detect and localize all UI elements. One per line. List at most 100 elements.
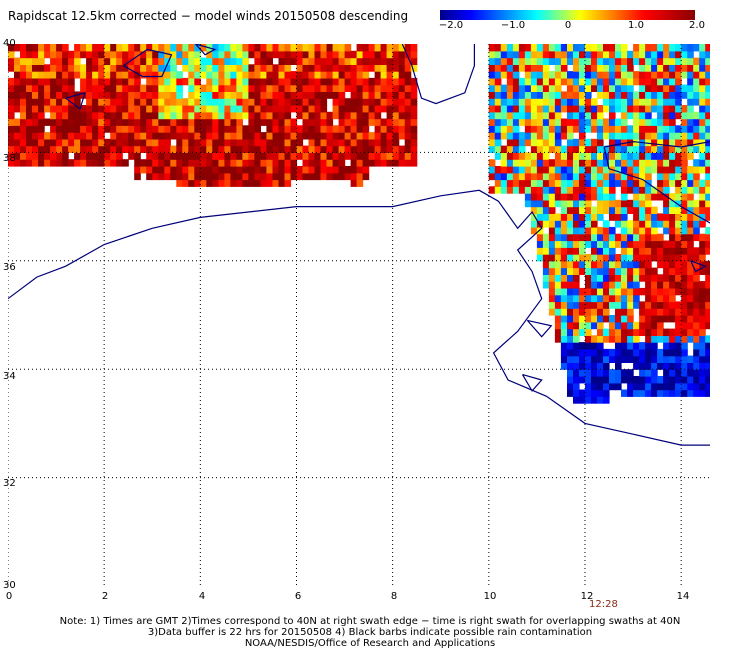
wind-cell [705,132,710,140]
wind-cell [639,91,646,99]
wind-cell [218,125,225,133]
wind-cell [645,335,652,343]
wind-cell [326,125,334,133]
wind-cell [32,77,39,86]
wind-cell [176,125,183,133]
wind-cell [633,91,640,99]
wind-cell [657,294,664,303]
wind-cell [548,132,556,140]
wind-cell [591,213,598,221]
wind-cell [693,64,700,72]
wind-cell [585,267,592,275]
wind-cell [536,159,544,167]
wind-cell [597,145,604,153]
wind-cell [585,396,592,404]
wind-cell [681,44,688,52]
wind-cell [116,145,123,153]
wind-cell [681,335,688,343]
wind-cell [530,138,538,147]
wind-cell [26,152,33,160]
wind-cell [705,91,710,99]
wind-cell [194,105,201,113]
wind-cell [260,166,267,174]
wind-cell [639,145,646,153]
wind-cell [92,98,99,106]
wind-cell [488,166,496,174]
wind-cell [609,226,616,235]
wind-cell [663,342,670,350]
y-tick-label: 38 [3,153,16,164]
wind-cell [14,77,21,86]
wind-cell [254,138,261,147]
wind-cell [128,77,135,86]
wind-cell [579,294,586,303]
wind-cell [705,355,710,363]
wind-cell [344,132,352,140]
wind-cell [152,105,159,113]
wind-cell [633,132,640,140]
wind-cell [158,98,165,106]
wind-cell [567,287,574,296]
wind-cell [350,105,358,113]
wind-cell [344,57,352,65]
wind-cell [687,105,694,113]
wind-cell [362,111,370,120]
wind-cell [80,91,87,99]
wind-cell [200,132,207,140]
wind-cell [573,226,580,235]
wind-cell [62,152,69,160]
wind-cell [8,125,15,133]
wind-cell [609,152,616,160]
wind-cell [200,152,207,160]
wind-cell [128,64,135,72]
wind-cell [603,220,610,228]
wind-cell [62,132,69,140]
wind-cell [699,260,706,269]
wind-cell [374,64,382,72]
wind-cell [657,186,664,194]
wind-cell [567,328,574,336]
wind-cell [272,138,280,147]
wind-cell [242,166,249,174]
wind-cell [254,179,261,187]
wind-cell [308,44,316,52]
wind-cell [675,301,682,309]
y-tick-label: 40 [3,38,16,49]
wind-cell [206,50,213,59]
wind-cell [146,71,153,79]
wind-cell [669,376,676,384]
wind-cell [603,84,610,92]
wind-cell [615,260,622,269]
wind-cell [597,382,604,391]
wind-cell [530,132,538,140]
wind-cell [705,152,710,160]
wind-cell [669,274,676,282]
wind-cell [116,118,123,126]
wind-cell [554,274,562,282]
wind-cell [302,111,310,120]
wind-cell [200,105,207,113]
wind-cell [542,179,550,187]
wind-cell [675,240,682,248]
wind-cell [639,44,646,52]
wind-cell [530,98,538,106]
wind-cell [651,342,658,350]
wind-cell [314,84,322,92]
wind-cell [687,111,694,120]
wind-cell [350,166,358,174]
wind-cell [26,132,33,140]
wind-cell [278,44,286,52]
wind-cell [242,91,249,99]
wind-cell [368,98,376,106]
wind-cell [116,84,123,92]
wind-cell [530,71,538,79]
wind-cell [615,50,622,59]
wind-cell [579,362,586,370]
wind-cell [615,159,622,167]
wind-cell [248,172,255,181]
wind-cell [585,50,592,59]
wind-cell [362,166,370,174]
wind-cell [20,145,27,153]
wind-cell [609,84,616,92]
wind-cell [356,44,364,52]
